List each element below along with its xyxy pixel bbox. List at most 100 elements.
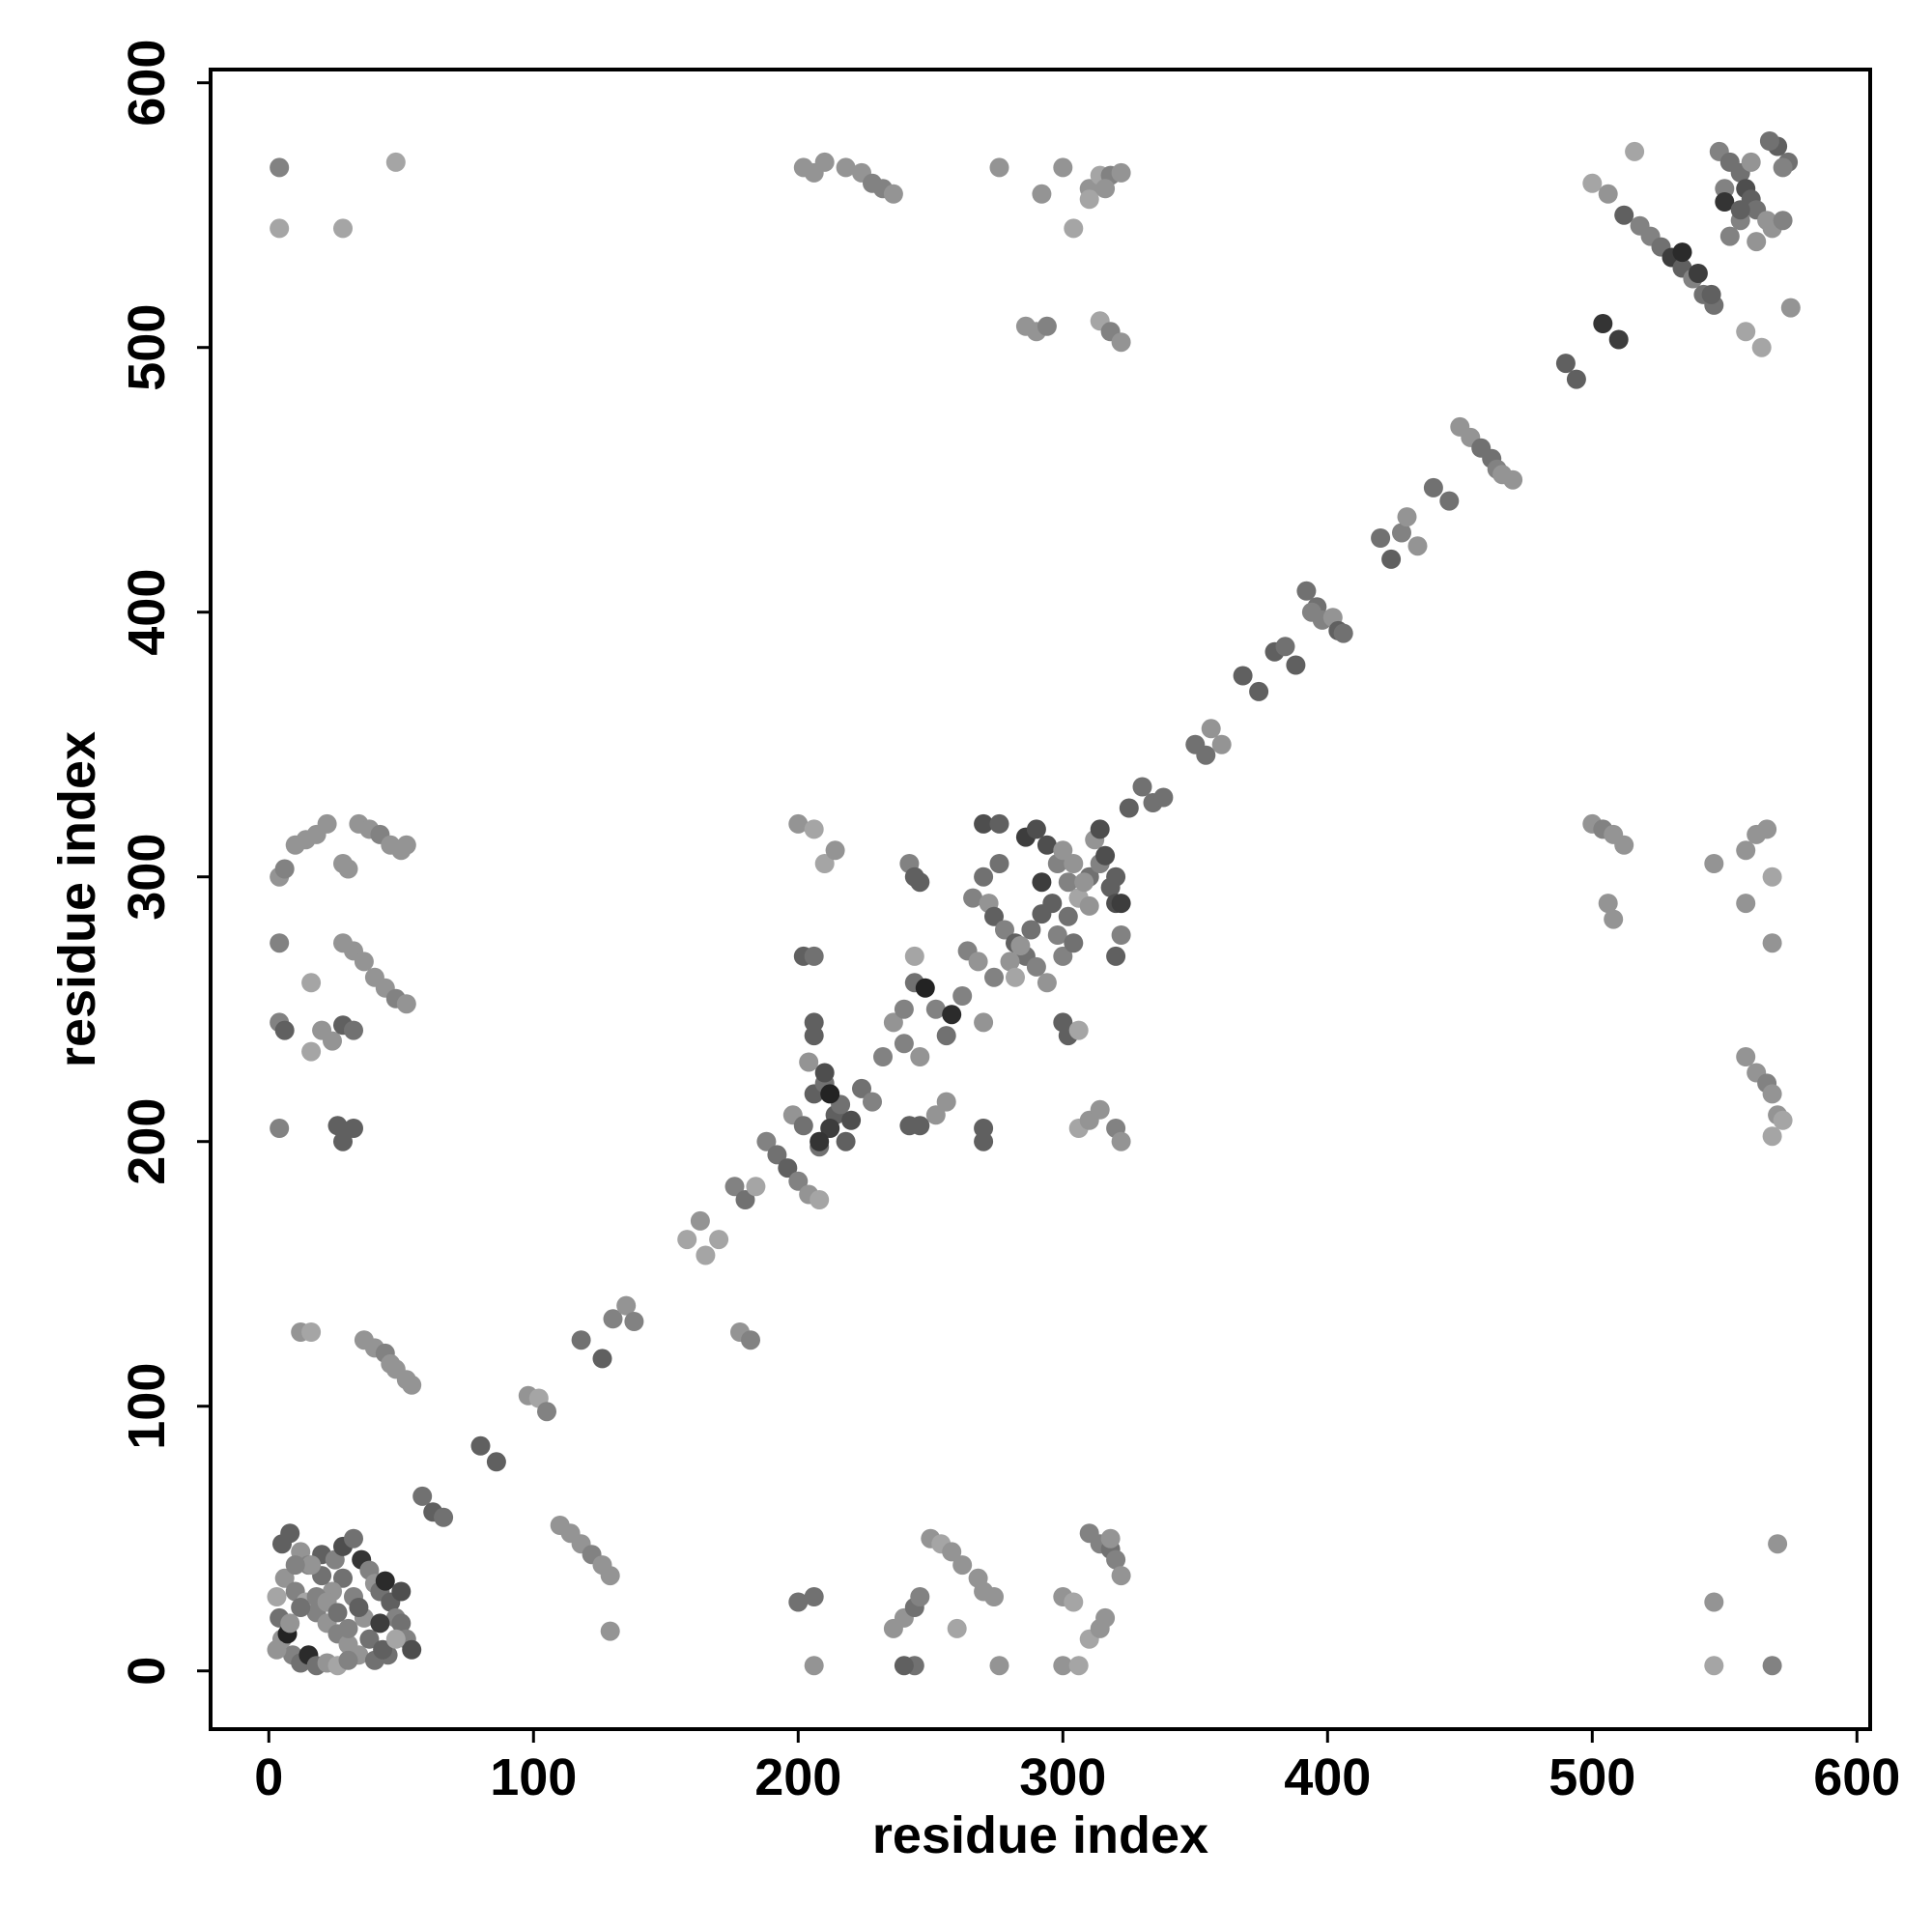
data-point [616, 1295, 637, 1316]
data-point [344, 1119, 363, 1138]
data-point [1010, 936, 1031, 955]
data-point [338, 1618, 358, 1638]
data-point [984, 1587, 1004, 1606]
data-point [1439, 491, 1460, 511]
data-point [814, 854, 835, 873]
data-point [814, 152, 835, 172]
data-point [804, 1026, 824, 1046]
data-point [852, 1078, 871, 1098]
data-point [820, 1119, 840, 1138]
data-point [873, 1047, 893, 1066]
data-point [894, 1656, 914, 1676]
data-point [354, 952, 374, 972]
data-point [1233, 666, 1253, 686]
data-point [1026, 819, 1046, 839]
data-point [947, 1618, 967, 1638]
y-tick-label: 400 [118, 569, 176, 656]
data-point [974, 1119, 994, 1138]
data-point [910, 1047, 930, 1066]
data-point [1079, 189, 1099, 210]
data-point [1132, 777, 1152, 797]
data-point [1064, 218, 1084, 239]
data-point [1201, 719, 1221, 739]
data-point [1598, 184, 1618, 204]
data-point [396, 835, 416, 855]
data-point [1704, 1592, 1724, 1612]
data-point [1301, 602, 1321, 622]
data-point [1566, 369, 1586, 389]
data-point [1079, 895, 1099, 916]
data-point [804, 946, 824, 966]
data-point [767, 1145, 787, 1165]
data-point [486, 1452, 506, 1472]
data-point [375, 1571, 395, 1591]
data-point [1392, 523, 1411, 543]
data-point [349, 1598, 369, 1617]
data-point [470, 1435, 491, 1456]
data-point [1196, 745, 1216, 765]
x-tick-label: 500 [1548, 1748, 1635, 1806]
data-point [788, 1592, 809, 1612]
data-point [1715, 192, 1735, 212]
data-point [974, 1131, 994, 1151]
data-point [1397, 507, 1417, 527]
data-point [291, 1598, 311, 1617]
data-point [1625, 141, 1645, 161]
data-point [825, 840, 845, 861]
data-point [1021, 920, 1041, 940]
x-axis: 0 100 200 300 400 500 600 [254, 1729, 1900, 1806]
data-point [1119, 798, 1139, 818]
data-point [1762, 1126, 1782, 1147]
x-tick-label: 300 [1019, 1748, 1106, 1806]
data-point [323, 1031, 342, 1051]
data-point [1614, 835, 1634, 855]
data-point [1058, 872, 1078, 893]
data-point [285, 1555, 305, 1576]
data-point [1095, 179, 1116, 199]
data-point [391, 1581, 412, 1602]
data-point [810, 1131, 830, 1151]
data-point [1780, 298, 1801, 318]
data-point [301, 1041, 322, 1062]
data-point [756, 1131, 777, 1151]
data-point [373, 1639, 393, 1660]
data-point [1211, 734, 1232, 754]
data-point [1026, 956, 1046, 977]
data-point [1090, 819, 1110, 839]
data-point [1773, 157, 1793, 178]
data-point [1701, 284, 1721, 304]
x-tick-label: 600 [1813, 1748, 1900, 1806]
data-point [799, 1052, 819, 1072]
data-point [910, 872, 930, 893]
data-point [402, 1639, 422, 1660]
data-point [1032, 872, 1052, 893]
data-point [974, 867, 994, 887]
data-point [600, 1621, 620, 1641]
data-point [1333, 623, 1353, 643]
data-point [1095, 845, 1116, 866]
y-tick-label: 100 [118, 1363, 176, 1450]
data-point [963, 888, 983, 908]
data-point [1715, 179, 1735, 199]
data-point [1371, 528, 1391, 548]
data-point [1593, 314, 1613, 333]
x-axis-title: residue index [872, 1806, 1208, 1864]
data-point [1672, 242, 1692, 263]
data-point [1381, 549, 1402, 569]
data-point [735, 1190, 755, 1209]
data-point [280, 1523, 300, 1544]
data-point [1042, 894, 1063, 914]
data-point [274, 859, 295, 879]
data-point [925, 999, 946, 1019]
data-point [677, 1230, 697, 1250]
data-point [709, 1230, 729, 1250]
data-point [1068, 1020, 1089, 1040]
x-tick-label: 200 [754, 1748, 841, 1806]
data-point [974, 1012, 994, 1033]
data-point [592, 1349, 612, 1369]
data-point [1773, 1110, 1793, 1130]
data-point [952, 986, 973, 1006]
data-point [1759, 131, 1779, 151]
data-point [1719, 226, 1740, 246]
